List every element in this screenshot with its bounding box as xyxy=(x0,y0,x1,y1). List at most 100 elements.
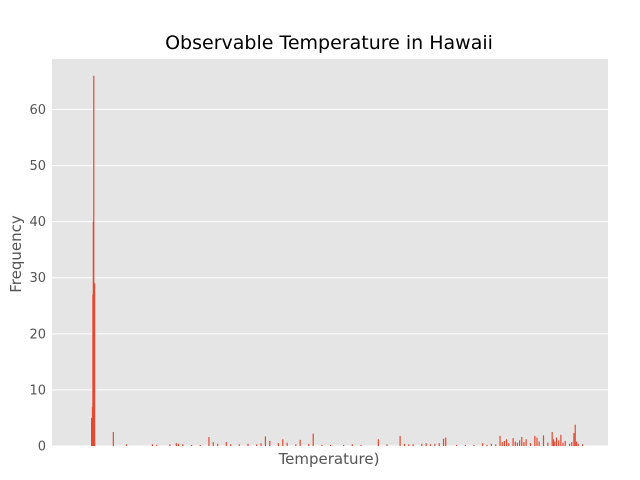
chart-title: Observable Temperature in Hawaii xyxy=(165,32,493,54)
bar-85 xyxy=(562,442,564,446)
bar-88 xyxy=(571,442,573,446)
bar-92 xyxy=(577,443,579,446)
bar-71 xyxy=(523,442,525,446)
bar-20 xyxy=(217,443,219,446)
bar-86 xyxy=(564,440,566,446)
bar-51 xyxy=(438,443,440,446)
bar-46 xyxy=(412,444,414,446)
bar-81 xyxy=(554,441,556,446)
y-axis-label: Frequency xyxy=(7,215,25,293)
bar-48 xyxy=(425,443,427,446)
bar-38 xyxy=(343,444,345,446)
bar-35 xyxy=(312,433,314,446)
bar-26 xyxy=(260,443,262,446)
bar-82 xyxy=(555,437,558,446)
y-tick-label: 0 xyxy=(38,440,46,455)
bar-89 xyxy=(573,433,575,446)
bar-72 xyxy=(525,439,527,446)
bar-75 xyxy=(536,437,538,446)
bar-76 xyxy=(538,441,540,446)
bar-28 xyxy=(269,440,271,446)
x-axis-label: Temperature) xyxy=(278,450,380,468)
bar-54 xyxy=(455,444,458,446)
bar-57 xyxy=(482,443,484,446)
bar-15 xyxy=(182,444,184,446)
bar-11 xyxy=(156,444,158,446)
bar-13 xyxy=(175,443,177,446)
bar-23 xyxy=(238,444,240,446)
bar-47 xyxy=(421,443,423,446)
bar-7 xyxy=(94,283,96,446)
bar-24 xyxy=(247,443,249,446)
bar-25 xyxy=(256,444,258,446)
bar-32 xyxy=(295,444,297,446)
bar-42 xyxy=(386,444,388,446)
bar-29 xyxy=(277,443,280,446)
bar-91 xyxy=(575,441,578,446)
bar-44 xyxy=(403,443,406,446)
bar-61 xyxy=(499,435,501,446)
bar-21 xyxy=(225,442,227,446)
bar-36 xyxy=(321,444,323,446)
bar-37 xyxy=(329,444,332,446)
bar-19 xyxy=(212,442,214,446)
gridlines xyxy=(52,108,608,447)
bar-8 xyxy=(112,431,114,446)
bar-22 xyxy=(230,444,232,446)
bar-63 xyxy=(503,440,505,446)
bar-30 xyxy=(282,439,284,446)
bar-45 xyxy=(408,444,410,446)
bar-64 xyxy=(505,439,508,446)
bar-27 xyxy=(264,436,267,446)
bar-80 xyxy=(552,439,555,446)
y-tick-label: 50 xyxy=(29,159,46,174)
bar-55 xyxy=(464,444,466,446)
bar-17 xyxy=(199,444,201,446)
bar-10 xyxy=(151,444,154,446)
bar-66 xyxy=(512,438,514,446)
plot-area xyxy=(52,59,608,446)
bar-53 xyxy=(445,437,447,446)
bar-83 xyxy=(558,440,560,446)
bar-16 xyxy=(190,444,193,446)
bar-70 xyxy=(521,437,523,446)
bar-12 xyxy=(169,444,171,446)
bar-34 xyxy=(308,443,310,446)
bar-84 xyxy=(560,434,562,446)
bar-9 xyxy=(125,444,127,446)
y-tick-label: 10 xyxy=(29,383,46,398)
bar-31 xyxy=(286,442,288,446)
bar-5 xyxy=(93,75,95,447)
bar-59 xyxy=(490,443,492,446)
bar-40 xyxy=(360,444,362,446)
bar-68 xyxy=(516,442,519,446)
bar-79 xyxy=(551,431,553,446)
bar-33 xyxy=(299,439,301,446)
bar-56 xyxy=(473,444,475,446)
bar-62 xyxy=(501,442,503,446)
bar-58 xyxy=(486,444,488,446)
bar-52 xyxy=(442,438,445,446)
bar-74 xyxy=(534,435,536,446)
bar-18 xyxy=(208,437,210,446)
bar-78 xyxy=(547,442,549,446)
y-tick-label: 60 xyxy=(29,103,46,118)
y-tick-label: 40 xyxy=(29,215,46,230)
bar-43 xyxy=(399,435,401,446)
y-axis-ticks: 0 10 20 30 40 50 60 xyxy=(29,103,46,455)
y-tick-label: 30 xyxy=(29,271,46,286)
bar-49 xyxy=(429,444,432,446)
bar-65 xyxy=(508,443,510,446)
bar-73 xyxy=(529,443,532,446)
bar-67 xyxy=(514,441,516,446)
bar-39 xyxy=(351,444,353,446)
bar-69 xyxy=(518,440,521,446)
bar-60 xyxy=(495,444,497,446)
bar-93 xyxy=(582,444,584,446)
bars xyxy=(91,75,584,447)
bar-87 xyxy=(568,443,571,446)
bar-77 xyxy=(542,435,545,446)
bar-14 xyxy=(177,443,180,446)
bar-50 xyxy=(434,443,436,446)
